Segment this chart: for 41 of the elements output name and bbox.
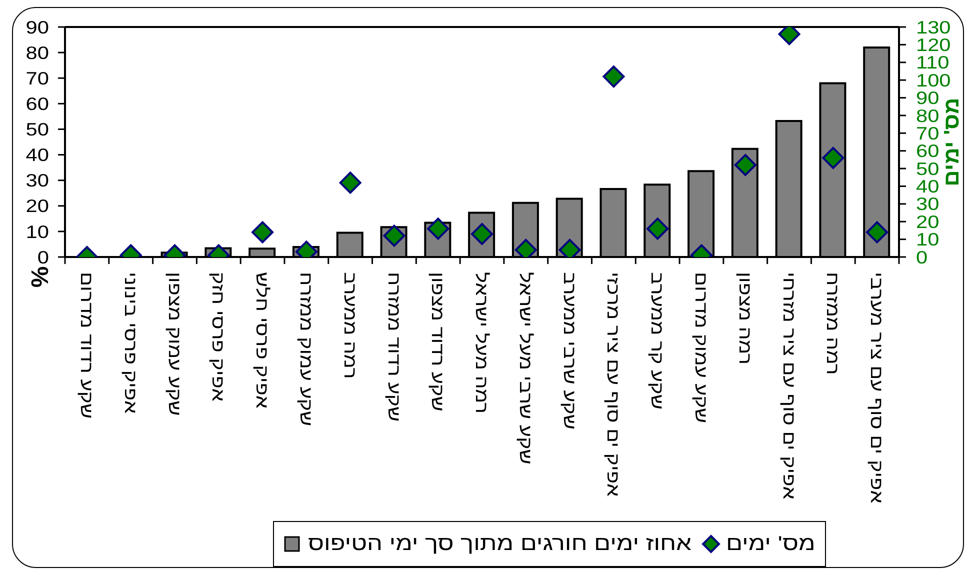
x-tick-label: אפיק ים סוף עם ציר מזרחי bbox=[778, 272, 798, 500]
x-tick-label: שקע רדוד מדרום bbox=[76, 272, 96, 419]
y-tick-label: 40 bbox=[26, 145, 50, 166]
y-tick-label: 70 bbox=[26, 68, 50, 90]
x-tick-label: שקע רדוד ממזרח bbox=[384, 272, 403, 422]
x-tick-label: שקע שרבי ממערב bbox=[559, 272, 578, 430]
y-tick-label: 0 bbox=[37, 248, 50, 268]
x-tick-label: אפיק פרסי חזק bbox=[208, 272, 228, 402]
x-tick-label: רמה ממערב bbox=[340, 272, 359, 379]
x-tick-label: רמה מעל ישראל bbox=[472, 272, 490, 414]
y2-tick-label: 0 bbox=[916, 248, 928, 268]
x-tick-label: אפיק ים סוף עם ציר מערבי bbox=[866, 272, 886, 504]
y2-tick-label: 50 bbox=[916, 159, 940, 180]
x-tick-label: אפיק ים סוף עם ציר מרכזי bbox=[603, 272, 622, 497]
legend-label: מס' ימים bbox=[726, 532, 816, 556]
y2-tick-label: 90 bbox=[916, 88, 940, 109]
y2-tick-label: 40 bbox=[916, 176, 940, 198]
y2-tick-label: 30 bbox=[916, 194, 940, 215]
x-tick-label: רמה ממזרח bbox=[822, 272, 842, 375]
x-tick-label: שקע רדוד מצפון bbox=[428, 272, 446, 412]
y-tick-label: 30 bbox=[26, 170, 50, 192]
y-tick-label: 80 bbox=[26, 43, 50, 64]
y2-tick-label: 80 bbox=[916, 106, 940, 126]
x-tick-label: שקע שרבי מעל ישראל bbox=[515, 272, 534, 465]
y-tick-label: 20 bbox=[26, 196, 50, 217]
legend-label: אחוז ימים חורגים מתוך סך ימי הטיפוס bbox=[308, 532, 692, 556]
x-tick-label: שקע עמוק ממזרח bbox=[296, 272, 315, 426]
y-axis-title: % bbox=[26, 266, 54, 288]
y-tick-label: 50 bbox=[26, 120, 50, 140]
y-tick-label: 60 bbox=[26, 94, 50, 115]
y2-axis-title: מס' ימים bbox=[938, 98, 964, 186]
y-tick-label: 90 bbox=[26, 18, 50, 38]
x-tick-label: רמה מצפון bbox=[734, 272, 754, 365]
x-tick-label: אפיק פרסי בינוני bbox=[120, 272, 140, 414]
y2-tick-label: 130 bbox=[916, 18, 951, 38]
x-tick-label: שקע עמוק מדרום bbox=[691, 272, 710, 424]
y2-tick-label: 100 bbox=[916, 70, 951, 91]
x-tick-label: שקע עמוק מצפון bbox=[164, 272, 184, 416]
y-tick-label: 10 bbox=[26, 222, 50, 242]
x-tick-label: אפיק פרסי חלש bbox=[252, 272, 271, 409]
x-tick-label: שקע קר ממערב bbox=[647, 272, 666, 410]
